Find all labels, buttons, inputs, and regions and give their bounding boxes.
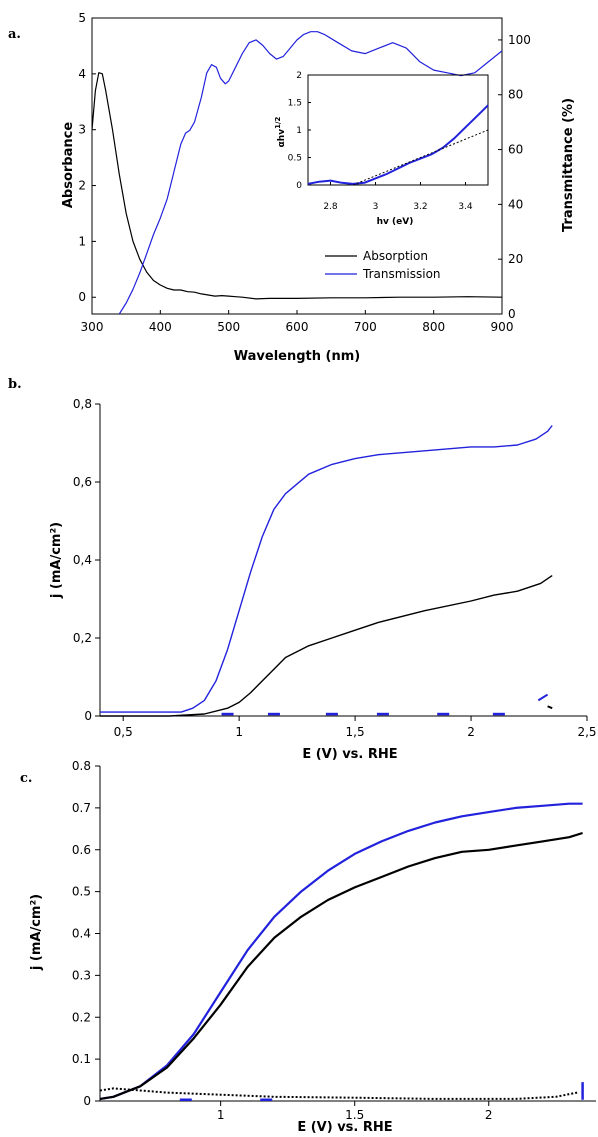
series-line-absorption <box>92 72 502 300</box>
x-tick-label: 900 <box>491 320 514 334</box>
panel-a: a. Absorbance Transmittance (%) Waveleng… <box>8 11 576 364</box>
inset-ylabel-sup: 1/2 <box>274 116 282 128</box>
panel-c-ticks: 1 1.5 2 0 0.1 0.2 0.3 0.4 0.5 0.6 0.7 0.8 <box>72 759 493 1122</box>
y-tick-label: 0,4 <box>73 553 92 567</box>
x-tick-label: 1.5 <box>345 1108 364 1122</box>
x-tick-label: 1 <box>235 725 243 739</box>
inset-y-tick-label: 1.5 <box>288 99 302 109</box>
panel-c-label: c. <box>20 771 32 786</box>
y-tick-label: 0 <box>84 709 92 723</box>
panel-c-ylabel: j (mA/cm²) <box>29 894 44 971</box>
inset-ylabel: αhv1/2 <box>274 116 287 147</box>
legend-label-absorption: Absorption <box>363 249 428 263</box>
x-tick-label: 400 <box>149 320 172 334</box>
y-right-tick-label: 20 <box>508 252 523 266</box>
legend-label-transmission: Transmission <box>362 267 441 281</box>
y-right-tick-label: 0 <box>508 307 516 321</box>
panel-a-series <box>92 31 502 314</box>
inset-series <box>307 104 489 186</box>
y-tick-label: 0.7 <box>72 801 91 815</box>
panel-a-xlabel: Wavelength (nm) <box>234 349 360 364</box>
x-tick-label: 1 <box>217 1108 225 1122</box>
x-tick-label: 1,5 <box>346 725 365 739</box>
panel-b-ticks: 0,5 1 1,5 2 2,5 0 0,2 0,4 0,6 0,8 <box>73 397 597 739</box>
inset-series-data <box>307 104 489 185</box>
inset-x-tick-label: 3.4 <box>458 202 473 212</box>
x-tick-label: 700 <box>354 320 377 334</box>
x-tick-label: 0,5 <box>114 725 133 739</box>
panel-a-label: a. <box>8 27 21 42</box>
y-right-tick-label: 100 <box>508 33 531 47</box>
series-line-3 <box>99 1087 578 1100</box>
panel-c-series <box>99 802 584 1101</box>
y-tick-label: 0.4 <box>72 927 91 941</box>
y-right-tick-label: 40 <box>508 197 523 211</box>
y-tick-label: 0.3 <box>72 968 91 982</box>
series-line-transmission <box>118 31 502 314</box>
chopped-spike-mark <box>547 705 553 710</box>
inset-y-tick-label: 0 <box>296 181 302 191</box>
x-tick-label: 500 <box>217 320 240 334</box>
y-tick-label: 0.6 <box>72 843 91 857</box>
series-line-2 <box>100 575 553 717</box>
y-left-tick-label: 4 <box>78 67 86 81</box>
y-tick-label: 0.8 <box>72 759 91 773</box>
y-tick-label: 0.1 <box>72 1052 91 1066</box>
y-left-tick-label: 3 <box>78 123 86 137</box>
inset-x-tick-label: 2.8 <box>323 202 338 212</box>
panel-a-ylabel-right: Transmittance (%) <box>561 98 576 232</box>
panel-b-ylabel: j (mA/cm²) <box>49 522 64 599</box>
panel-a-lines <box>92 31 502 314</box>
inset-series-fit <box>352 129 489 186</box>
x-tick-label: 800 <box>422 320 445 334</box>
panel-b-series <box>100 425 553 717</box>
y-left-tick-label: 2 <box>78 179 86 193</box>
series-line-2 <box>99 831 583 1100</box>
x-tick-label: 2 <box>485 1108 493 1122</box>
inset-xlabel: hv (eV) <box>377 217 414 227</box>
y-tick-label: 0,8 <box>73 397 92 411</box>
inset-ticks: 2.8 3 3.2 3.4 0 0.5 1 1.5 2 <box>288 71 473 212</box>
y-tick-label: 0 <box>83 1094 91 1108</box>
inset-x-tick-label: 3 <box>373 202 379 212</box>
panel-b-xlabel: E (V) vs. RHE <box>302 747 397 762</box>
panel-b: b. j (mA/cm²) E (V) vs. RHE 0,5 1 1,5 2 2,50… <box>8 377 597 762</box>
inset-x-tick-label: 3.2 <box>413 202 427 212</box>
panel-c-xlabel: E (V) vs. RHE <box>297 1120 392 1135</box>
panel-c: c. j (mA/cm²) E (V) vs. RHE 1 1.5 2 0 0.1 0.2… <box>20 759 596 1135</box>
x-tick-label: 2 <box>467 725 475 739</box>
x-tick-label: 300 <box>81 320 104 334</box>
chopped-spike-mark <box>537 693 549 702</box>
y-tick-label: 0,2 <box>73 631 92 645</box>
y-left-tick-label: 0 <box>78 290 86 304</box>
panel-a-legend: Absorption Transmission <box>325 249 441 281</box>
y-tick-label: 0.5 <box>72 885 91 899</box>
inset-y-tick-label: 0.5 <box>288 154 302 164</box>
y-tick-label: 0.2 <box>72 1010 91 1024</box>
panel-a-ylabel-left: Absorbance <box>61 122 76 208</box>
y-right-tick-label: 80 <box>508 88 523 102</box>
y-right-tick-label: 60 <box>508 143 523 157</box>
x-tick-label: 2,5 <box>577 725 596 739</box>
inset-y-tick-label: 1 <box>296 126 302 136</box>
series-line-1 <box>99 802 583 1100</box>
inset-ylabel-main: αhv <box>277 129 287 148</box>
x-tick-label: 600 <box>286 320 309 334</box>
y-left-tick-label: 1 <box>78 234 86 248</box>
y-left-tick-label: 5 <box>78 11 86 25</box>
panel-b-label: b. <box>8 377 22 392</box>
y-tick-label: 0,6 <box>73 475 92 489</box>
panel-a-inset: hv (eV) αhv1/2 2.8 3 3.2 3.4 0 0.5 1 1.5 2 <box>274 71 489 227</box>
inset-y-tick-label: 2 <box>296 71 302 81</box>
series-line-1 <box>100 425 553 713</box>
